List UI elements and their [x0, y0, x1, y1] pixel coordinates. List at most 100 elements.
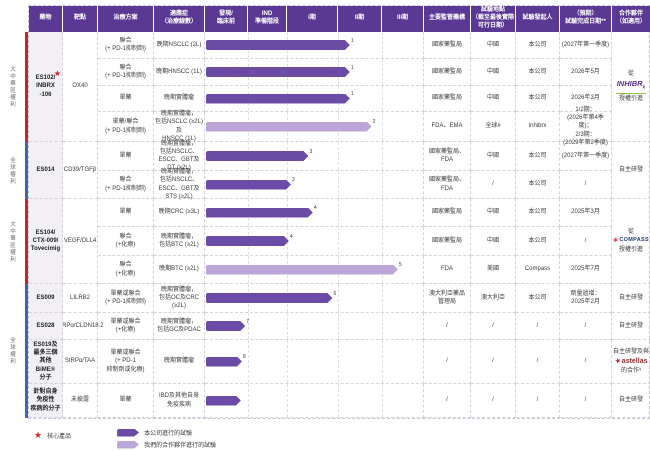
rights-rail-bar	[25, 199, 28, 284]
phase-progress-cell: 1	[205, 86, 424, 112]
row-sponsor: 本公司	[516, 86, 560, 112]
row-regulator: 國家藥監局、 FDA	[424, 171, 471, 199]
rights-rail-label: 全球權利	[9, 337, 15, 365]
row-regimen: 單藥或聯合 (+化療)	[98, 313, 154, 340]
row-regulator: /	[424, 313, 471, 340]
phase-progress-cell: 1	[205, 59, 424, 86]
trial-footnote-number: 8	[242, 354, 246, 361]
phase-separator	[382, 171, 383, 198]
row-regimen: 聯合 (+化療)	[98, 256, 154, 284]
row-sponsor: 本公司	[516, 199, 560, 227]
phase-separator	[382, 142, 383, 170]
row-regulator: 國家藥監局	[424, 227, 471, 256]
phase-separator	[338, 340, 339, 383]
phase-separator	[248, 384, 249, 417]
phase-progress-cell: 4	[205, 199, 424, 227]
row-sponsor: 本公司	[516, 171, 560, 199]
pipeline-grid: 藥物 靶點 治療方案 適應症 （治療線數） 發現/ 臨床前 IND 準備階段 I期 II期 II…	[28, 5, 650, 419]
trial-footnote-number: 1	[350, 91, 354, 98]
row-indication: 晚期BTC (≥2L)	[154, 256, 205, 284]
phase-separator	[248, 313, 249, 339]
drug-target: LILRB2	[63, 284, 98, 313]
row-indication: 晚期實體瘤， 包括NSCLC (≥2L)及 HNSCC (1L)	[154, 111, 205, 142]
row-location: 中國	[471, 32, 516, 59]
phase-separator	[382, 86, 383, 111]
phase-progress-cell: 5	[205, 256, 424, 284]
phase-progress-cell: 3	[205, 171, 424, 199]
core-product-star-icon: ★	[53, 69, 61, 79]
phase-separator	[287, 384, 288, 417]
row-completion: /	[560, 384, 612, 418]
legend-self-trial: 本公司進行的試驗	[117, 428, 216, 437]
drug-target: VEGF/DLL4	[63, 199, 98, 284]
col-header-regulator: 主要監管機構	[424, 6, 471, 32]
trial-progress-bar	[206, 40, 350, 50]
phase-progress-cell: 4	[205, 227, 424, 256]
trial-bar-wrap: 1	[205, 32, 423, 58]
row-regulator: 國家藥監局	[424, 59, 471, 86]
drug-name: 針對自身 免疫性 疾病的分子	[29, 384, 63, 418]
row-regimen: 單藥/聯合 (+ PD-1抑制劑)	[98, 112, 154, 142]
row-completion: (2027年第一季度)	[560, 142, 612, 171]
trial-footnote-number: 2	[372, 119, 376, 126]
col-header-phase-2: II期	[338, 6, 382, 32]
row-completion: 2025年3月	[560, 199, 612, 227]
self-trial-bar-icon	[117, 429, 139, 437]
row-regimen: 單藥或聯合 (+ PD-1抑制劑)	[98, 284, 154, 313]
row-location: /	[471, 340, 516, 384]
drug-target: CD39/TGFβ	[63, 142, 98, 199]
drug-name: ES019及 最多三個 其他BiME® 分子	[29, 340, 63, 384]
drug-name: ES028	[29, 313, 63, 340]
phase-progress-cell: 7	[205, 313, 424, 340]
partner-cell: 自主研發	[612, 384, 650, 418]
row-completion: 2026年3月	[560, 86, 612, 112]
row-completion: 2025年7月	[560, 256, 612, 284]
row-completion: 1/2期： (2026年第4季度)； 2/3期： (2029年第2季度)	[560, 107, 612, 146]
trial-progress-bar	[206, 94, 350, 104]
legend-core-product: ★ 核心產品	[34, 431, 71, 441]
phase-separator	[338, 227, 339, 255]
row-sponsor: /	[516, 384, 560, 418]
phase-separator	[338, 284, 339, 312]
row-location: 中國	[471, 199, 516, 227]
rights-rail-bar	[25, 142, 28, 199]
row-location: 美國	[471, 256, 516, 284]
partner-cell: 自主研發	[612, 284, 650, 313]
rights-rail-bar	[25, 284, 28, 418]
trial-progress-bar	[206, 396, 241, 406]
row-completion: /	[560, 340, 612, 384]
drug-name: ES014	[29, 142, 63, 199]
row-regulator: 國家藥監局	[424, 86, 471, 112]
trial-footnote-number: 7	[246, 318, 250, 325]
row-sponsor: /	[516, 313, 560, 340]
trial-footnote-number: 1	[350, 64, 354, 71]
row-location: 澳大利亞	[471, 284, 516, 313]
phase-progress-cell: 1	[205, 32, 424, 59]
drug-target: OX40	[63, 32, 98, 142]
row-sponsor: Compass	[516, 256, 560, 284]
trial-progress-bar	[206, 122, 372, 132]
col-header-phase-1: I期	[287, 6, 338, 32]
row-location: 中國	[471, 86, 516, 112]
trial-progress-bar	[206, 208, 313, 218]
phase-separator	[248, 340, 249, 383]
phase-separator	[382, 112, 383, 141]
row-completion: /	[560, 313, 612, 340]
trial-footnote-number: 4	[289, 233, 293, 240]
figure-legend: ★ 核心產品 本公司進行的試驗 我們的合作夥伴進行的試驗	[34, 428, 216, 449]
drug-name: ES102/ INBRX -106 ★	[29, 32, 63, 142]
trial-progress-bar	[206, 151, 308, 161]
rights-rail-bar	[25, 32, 28, 142]
row-regimen: 單藥	[98, 86, 154, 112]
row-sponsor: 本公司	[516, 142, 560, 171]
astellas-logo: ★ astellas	[613, 357, 648, 366]
col-header-location: 試驗地點 （截至最後實際 可行日期）	[471, 6, 516, 32]
col-header-partner: 合作夥伴 （如適用）	[612, 6, 650, 32]
trial-footnote-number: 1	[350, 37, 354, 44]
inhibrx-logo: INHIBRx	[615, 79, 647, 94]
row-regimen: 聯合 (+ PD-1抑制劑)	[98, 171, 154, 199]
row-completion: 2026年5月	[560, 59, 612, 86]
row-location: /	[471, 171, 516, 199]
trial-footnote-number: 5	[398, 262, 402, 269]
phase-separator	[338, 313, 339, 339]
